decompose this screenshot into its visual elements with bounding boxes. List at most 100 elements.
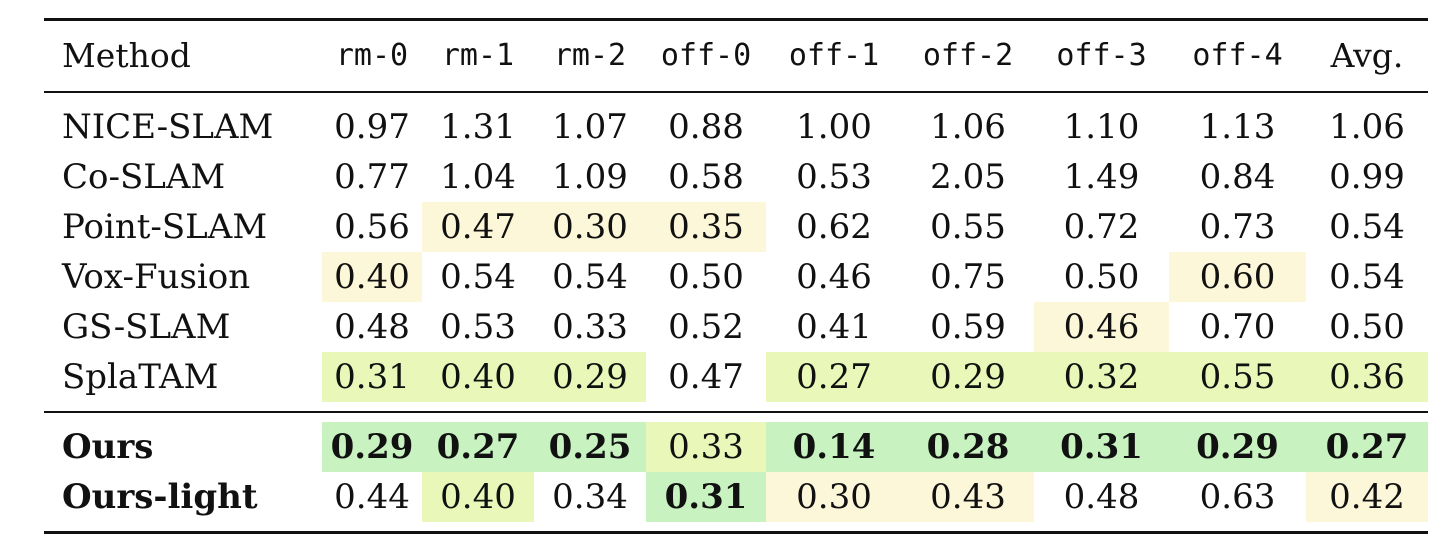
header-off-4: off-4 <box>1192 38 1283 73</box>
table-row: GS-SLAM 0.48 0.53 0.33 0.52 0.41 0.59 0.46 0.70 0… <box>44 302 1428 352</box>
value-cell: 0.77 <box>334 157 410 197</box>
value-cell: 0.60 <box>1169 252 1306 302</box>
table-row: Ours 0.29 0.27 0.25 0.33 0.14 0.28 0.31 0.29 0.27 <box>44 422 1428 472</box>
value-cell: 0.48 <box>334 307 410 347</box>
value-cell: 0.27 <box>422 422 534 472</box>
header-off-3: off-3 <box>1056 38 1147 73</box>
value-cell: 0.32 <box>1034 352 1169 402</box>
value-cell: 0.31 <box>322 352 422 402</box>
value-cell: 0.50 <box>1329 307 1405 347</box>
value-cell: 0.29 <box>322 422 422 472</box>
method-name: Ours-light <box>62 477 258 517</box>
value-cell: 0.63 <box>1199 477 1276 517</box>
value-cell: 0.43 <box>902 472 1034 522</box>
value-cell: 0.48 <box>1063 477 1140 517</box>
value-cell: 0.30 <box>766 472 902 522</box>
value-cell: 0.54 <box>1329 257 1405 297</box>
value-cell: 1.13 <box>1199 107 1276 147</box>
value-cell: 0.31 <box>1034 422 1169 472</box>
value-cell: 0.14 <box>766 422 902 472</box>
value-cell: 2.05 <box>930 157 1006 197</box>
value-cell: 1.09 <box>552 157 628 197</box>
value-cell: 0.50 <box>668 257 744 297</box>
table-row: NICE-SLAM 0.97 1.31 1.07 0.88 1.00 1.06 1.10 1.1… <box>44 102 1428 152</box>
header-off-1: off-1 <box>788 38 880 73</box>
value-cell: 0.55 <box>930 207 1006 247</box>
value-cell: 0.55 <box>1169 352 1306 402</box>
value-cell: 0.54 <box>552 257 628 297</box>
header-off-2: off-2 <box>922 38 1014 73</box>
value-cell: 0.34 <box>552 477 628 517</box>
header-avg: Avg. <box>1330 36 1404 75</box>
table-row: Point-SLAM 0.56 0.47 0.30 0.35 0.62 0.55 0.72 0.… <box>44 202 1428 252</box>
value-cell: 0.46 <box>796 257 872 297</box>
value-cell: 0.31 <box>646 472 766 522</box>
value-cell: 1.07 <box>552 107 628 147</box>
value-cell: 0.54 <box>440 257 516 297</box>
value-cell: 0.53 <box>796 157 872 197</box>
value-cell: 0.40 <box>422 472 534 522</box>
value-cell: 0.29 <box>1169 422 1306 472</box>
value-cell: 0.47 <box>422 202 534 252</box>
value-cell: 1.04 <box>440 157 516 197</box>
value-cell: 1.49 <box>1063 157 1140 197</box>
value-cell: 1.31 <box>440 107 516 147</box>
method-name: Co-SLAM <box>62 157 226 197</box>
value-cell: 0.44 <box>334 477 410 517</box>
value-cell: 1.06 <box>1329 107 1405 147</box>
method-name: Point-SLAM <box>62 207 268 247</box>
value-cell: 0.30 <box>534 202 646 252</box>
value-cell: 0.33 <box>646 422 766 472</box>
value-cell: 0.42 <box>1306 472 1428 522</box>
header-rm-2: rm-2 <box>553 38 627 73</box>
method-name: SplaTAM <box>62 357 219 397</box>
method-name: GS-SLAM <box>62 307 231 347</box>
value-cell: 0.72 <box>1063 207 1140 247</box>
mid-rule <box>44 411 1428 413</box>
value-cell: 0.33 <box>552 307 628 347</box>
value-cell: 1.06 <box>930 107 1006 147</box>
value-cell: 0.53 <box>440 307 516 347</box>
table-row: SplaTAM 0.31 0.40 0.29 0.47 0.27 0.29 0.32 0.55 0… <box>44 352 1428 402</box>
value-cell: 0.88 <box>668 107 744 147</box>
value-cell: 0.46 <box>1034 302 1169 352</box>
table-row: Co-SLAM 0.77 1.04 1.09 0.58 0.53 2.05 1.49 0.84 0… <box>44 152 1428 202</box>
value-cell: 1.00 <box>796 107 872 147</box>
header-rm-1: rm-1 <box>441 38 515 73</box>
header-rm-0: rm-0 <box>335 38 409 73</box>
value-cell: 0.41 <box>796 307 872 347</box>
value-cell: 1.10 <box>1063 107 1140 147</box>
method-name: Ours <box>62 427 154 467</box>
value-cell: 0.58 <box>668 157 744 197</box>
value-cell: 0.29 <box>902 352 1034 402</box>
value-cell: 0.59 <box>930 307 1006 347</box>
value-cell: 0.40 <box>422 352 534 402</box>
value-cell: 0.54 <box>1329 207 1405 247</box>
value-cell: 0.25 <box>534 422 646 472</box>
value-cell: 0.27 <box>1306 422 1428 472</box>
value-cell: 0.62 <box>796 207 872 247</box>
value-cell: 0.73 <box>1199 207 1276 247</box>
value-cell: 0.84 <box>1199 157 1276 197</box>
value-cell: 0.99 <box>1329 157 1405 197</box>
value-cell: 0.52 <box>668 307 744 347</box>
header-row: Method rm-0 rm-1 rm-2 off-0 off-1 off-2 off-3 of… <box>44 31 1428 81</box>
bottom-rule <box>44 531 1428 534</box>
table-row: Vox-Fusion 0.40 0.54 0.54 0.50 0.46 0.75 0.50 0.… <box>44 252 1428 302</box>
value-cell: 0.35 <box>646 202 766 252</box>
header-method: Method <box>62 36 191 75</box>
value-cell: 0.56 <box>334 207 410 247</box>
header-rule <box>44 91 1428 93</box>
value-cell: 0.27 <box>766 352 902 402</box>
header-off-0: off-0 <box>660 38 752 73</box>
value-cell: 0.50 <box>1063 257 1140 297</box>
value-cell: 0.40 <box>322 252 422 302</box>
table-row: Ours-light 0.44 0.40 0.34 0.31 0.30 0.43 0.48 0.… <box>44 472 1428 522</box>
value-cell: 0.70 <box>1199 307 1276 347</box>
value-cell: 0.75 <box>930 257 1006 297</box>
top-rule <box>44 18 1428 21</box>
value-cell: 0.28 <box>902 422 1034 472</box>
value-cell: 0.47 <box>668 357 744 397</box>
method-name: NICE-SLAM <box>62 107 274 147</box>
method-name: Vox-Fusion <box>62 257 251 297</box>
